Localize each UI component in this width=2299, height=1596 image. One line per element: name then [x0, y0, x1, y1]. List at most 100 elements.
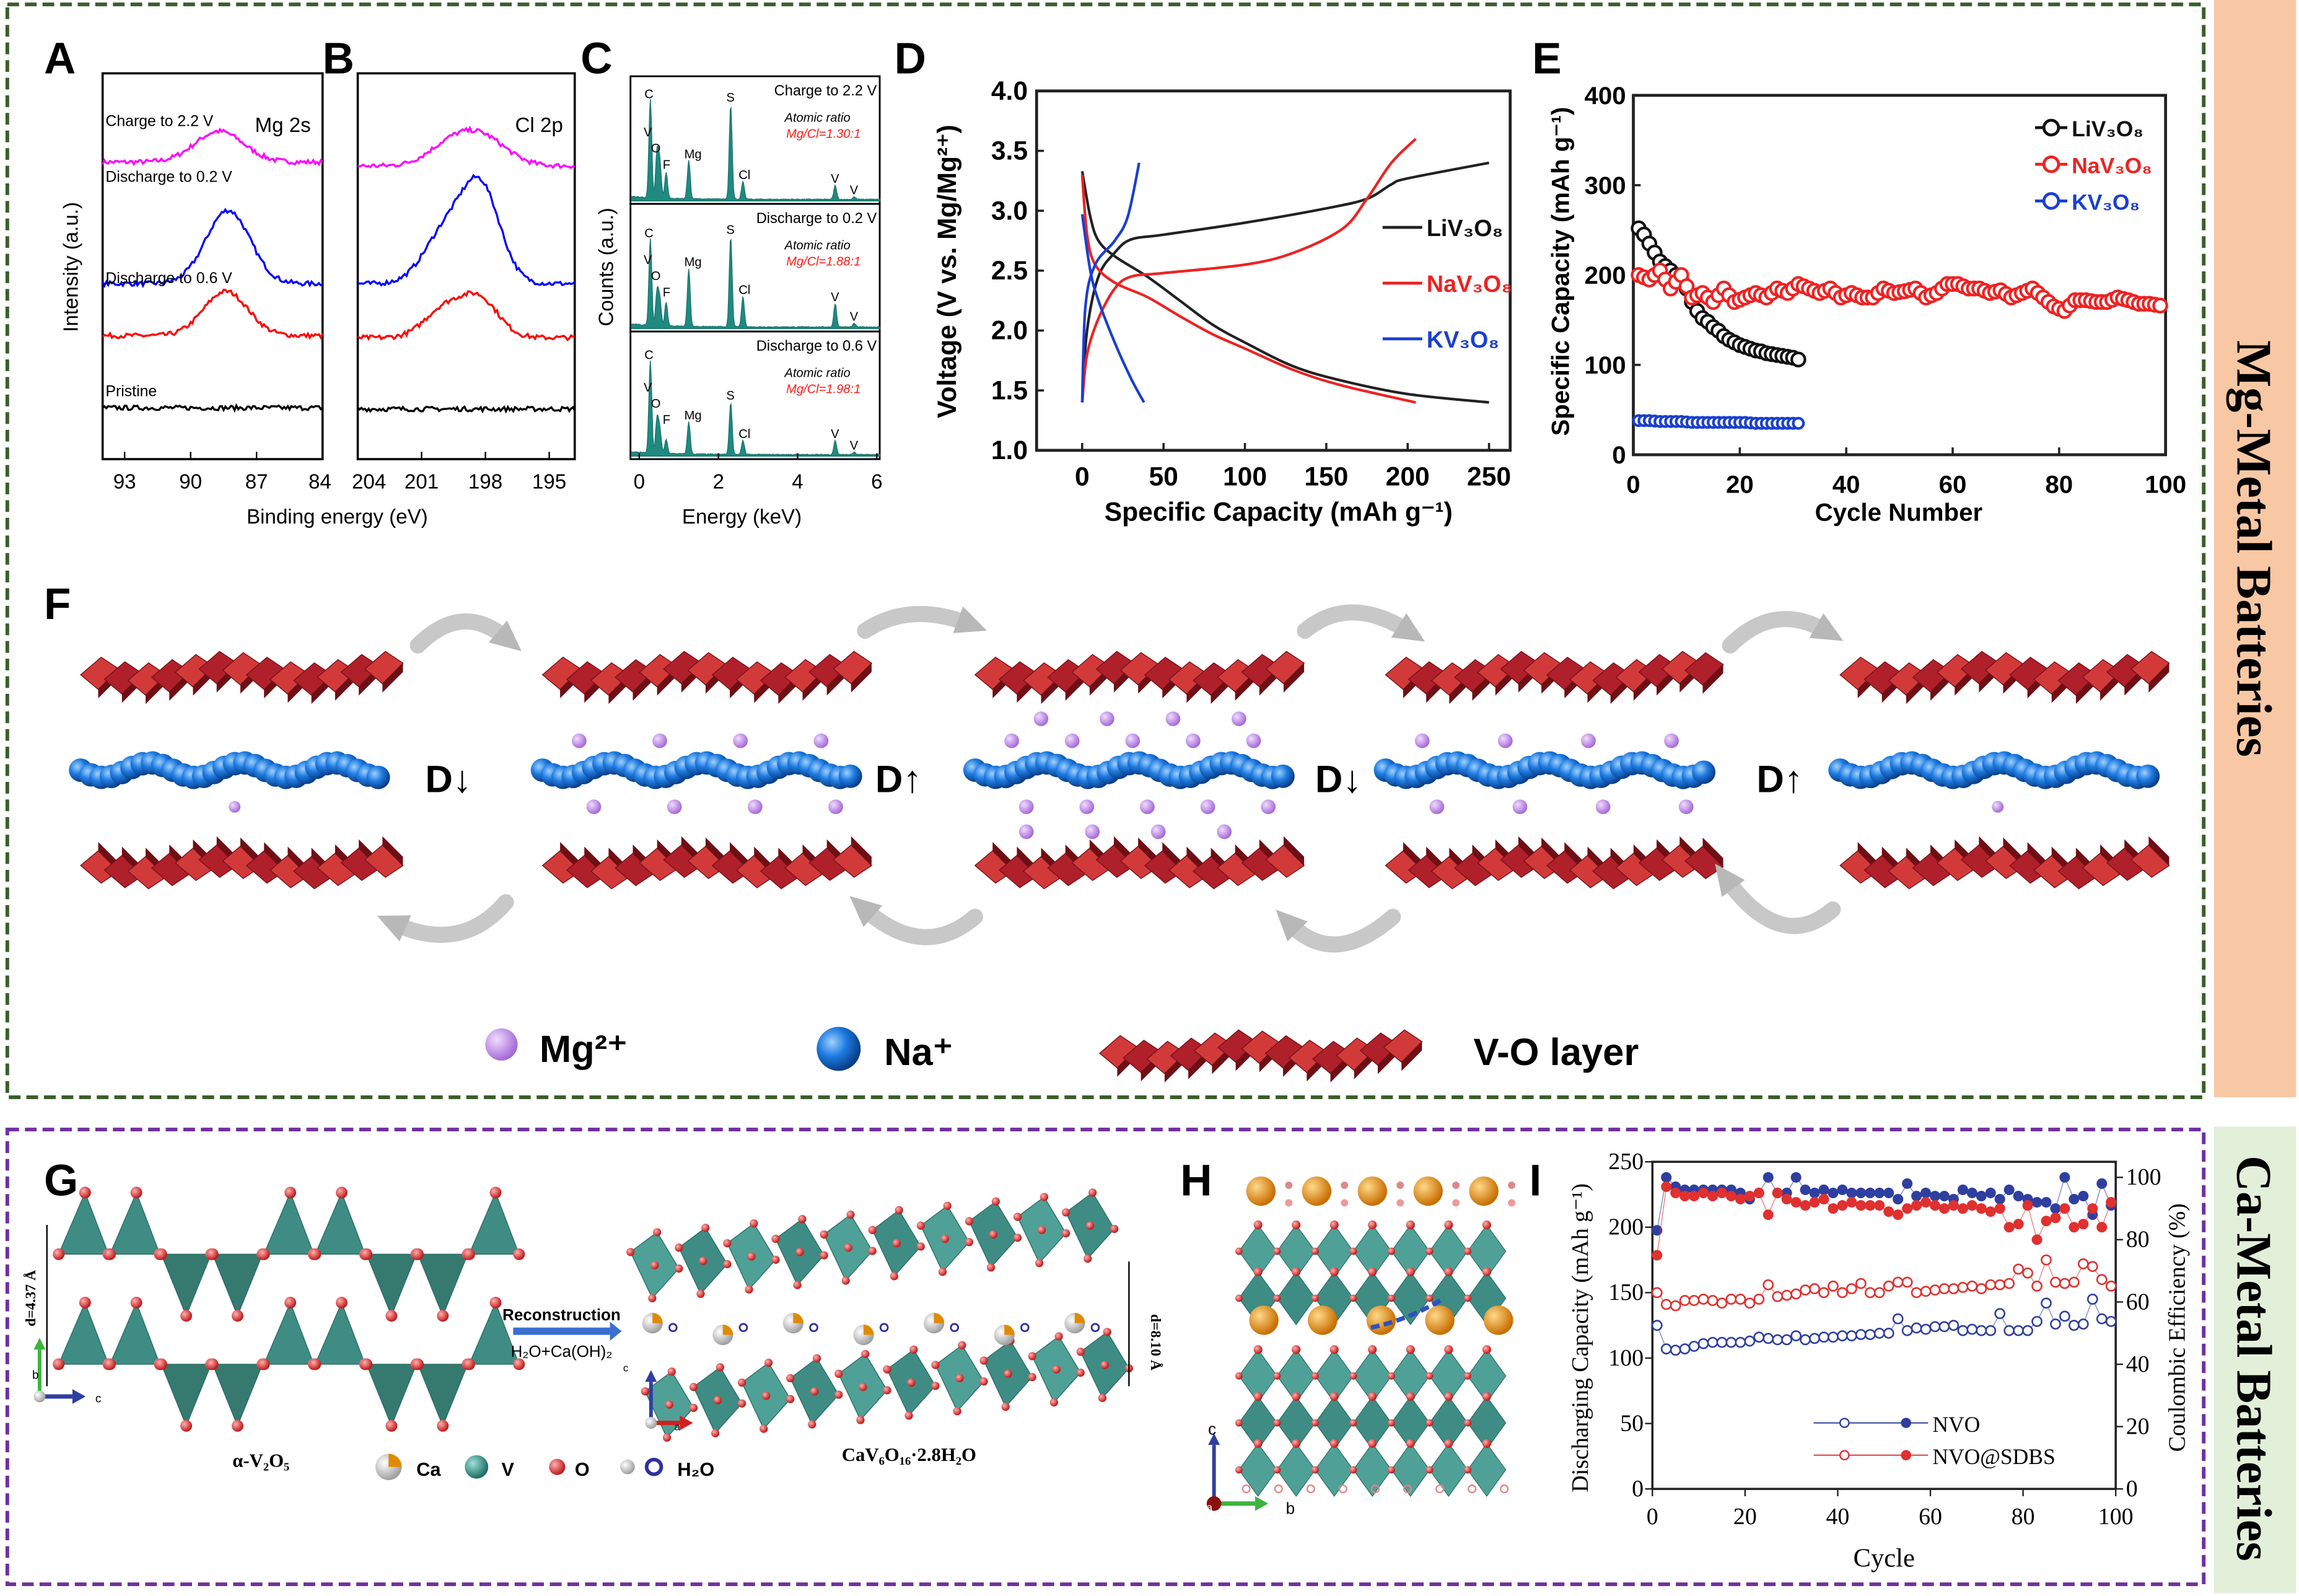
o-atom — [1388, 1466, 1395, 1474]
legend-label: NaV₃O₈ — [1427, 271, 1512, 297]
curved-arrow — [387, 894, 514, 943]
ca-atom — [1484, 1305, 1513, 1335]
x-tick-label: 20 — [1726, 471, 1754, 499]
mg-ion — [1085, 824, 1100, 840]
capacity-point — [2022, 1267, 2033, 1279]
y-tick-label: 250 — [1608, 1149, 1644, 1175]
o-atom — [909, 1345, 918, 1354]
efficiency-point — [2078, 1190, 2089, 1202]
charge-curve-1 — [1080, 138, 1417, 403]
ca-atom — [1246, 1176, 1276, 1206]
panel-letter-b: B — [323, 34, 354, 83]
y-tick-label: 2.0 — [991, 316, 1028, 346]
mg-ion — [1678, 799, 1694, 815]
o-atom — [1444, 1439, 1453, 1448]
o-atom — [892, 1239, 901, 1248]
o-atom — [745, 1285, 753, 1294]
o-atom — [155, 1248, 167, 1260]
h2o-atom — [1500, 1484, 1509, 1494]
capacity-point — [1697, 1294, 1709, 1305]
h2o-molecule — [738, 1323, 748, 1333]
y-tick-label: 150 — [1608, 1279, 1644, 1305]
x-tick-label: 40 — [1833, 471, 1860, 499]
efficiency-point — [1893, 1193, 1904, 1205]
ca-atom — [1249, 1305, 1279, 1335]
mg-ion — [229, 800, 241, 813]
o-atom — [1406, 1345, 1415, 1354]
o-atom — [1001, 1402, 1010, 1411]
eds-peak-label: O — [651, 397, 661, 411]
o-atom — [1444, 1220, 1453, 1230]
diagram-h-crystal-structure — [1206, 1176, 1515, 1511]
efficiency-point — [2106, 1197, 2117, 1208]
vo-octahedron — [1391, 1442, 1430, 1497]
o-atom — [834, 1390, 843, 1399]
o-atom — [1482, 1439, 1491, 1448]
efficiency-point — [1818, 1184, 1829, 1195]
y-tick-label: 1.0 — [991, 436, 1028, 465]
efficiency-point — [1735, 1193, 1746, 1205]
legend-marker — [2042, 118, 2060, 137]
efficiency-point — [1846, 1197, 1857, 1208]
capacity-point — [1929, 1284, 1941, 1296]
chart-a-ylabel: Intensity (a.u.) — [59, 202, 82, 332]
ca-atom-fraction — [793, 1313, 804, 1323]
mg-ion — [1246, 733, 1261, 748]
capacity-point — [1660, 1299, 1672, 1310]
ca-atom — [1469, 1176, 1499, 1206]
efficiency-point — [2050, 1212, 2061, 1224]
legend-filled-marker — [1901, 1418, 1912, 1428]
o-atom — [761, 1392, 771, 1400]
mg-ion — [1150, 824, 1166, 840]
capacity-point — [1855, 1278, 1867, 1289]
vo-tetrahedron — [417, 1364, 469, 1427]
efficiency-point — [1966, 1187, 1977, 1198]
x-tick-label: 80 — [2045, 471, 2073, 499]
legend-ca-fraction — [388, 1454, 402, 1467]
chart-a-xps-mg2s: 93 90 87 84 Mg 2s Charge to 2.2 V Discharge to… — [101, 72, 331, 493]
y-tick-label: 1.5 — [991, 375, 1028, 405]
o-atom — [1292, 1392, 1301, 1401]
x-tick-label: 100 — [2098, 1504, 2134, 1530]
o-atom — [1368, 1220, 1377, 1230]
o-atom — [463, 1248, 475, 1260]
vo-tetrahedron — [58, 1191, 110, 1255]
o-atom — [1425, 1372, 1434, 1380]
data-point — [1792, 416, 1805, 430]
x-tick-label: 0 — [1647, 1504, 1658, 1530]
h2o-molecule — [879, 1323, 889, 1333]
g-axis-b-left: b — [32, 1369, 39, 1382]
layer-stack-5 — [1828, 651, 2170, 890]
efficiency-point — [1976, 1190, 1987, 1202]
eds-peak-label: O — [651, 270, 661, 283]
o-atom — [1028, 1372, 1036, 1382]
efficiency-point — [1911, 1190, 1922, 1202]
o-atom — [258, 1358, 270, 1370]
o-atom — [943, 1201, 952, 1210]
o-atom — [1329, 1220, 1339, 1230]
capacity-point — [1901, 1325, 1913, 1336]
efficiency-point — [2041, 1197, 2052, 1208]
x-tick-label: 4 — [792, 470, 803, 493]
na-ion — [1271, 764, 1295, 788]
capacity-point — [2096, 1274, 2108, 1286]
o-atom — [385, 1419, 398, 1432]
vo-ribbon-edge — [851, 836, 872, 866]
mg-ion — [1079, 799, 1095, 815]
capacity-point — [1651, 1287, 1663, 1299]
discharge-curve-0 — [1080, 170, 1489, 404]
capacity-point — [1864, 1287, 1876, 1299]
efficiency-point — [1883, 1187, 1894, 1198]
capacity-point — [1994, 1308, 2006, 1320]
h2o-atom — [1435, 1484, 1445, 1494]
o-atom — [1388, 1294, 1395, 1302]
o-atom — [130, 1186, 142, 1199]
o-atom — [1464, 1466, 1471, 1474]
efficiency-point — [2059, 1203, 2070, 1214]
g-reconstruction-label: Reconstruction — [502, 1305, 621, 1324]
legend-mg-ion-icon — [485, 1028, 518, 1061]
capacity-point — [1828, 1331, 1839, 1343]
capacity-point — [1883, 1280, 1894, 1292]
curved-arrow — [1282, 908, 1401, 953]
o-atom — [868, 1247, 877, 1255]
